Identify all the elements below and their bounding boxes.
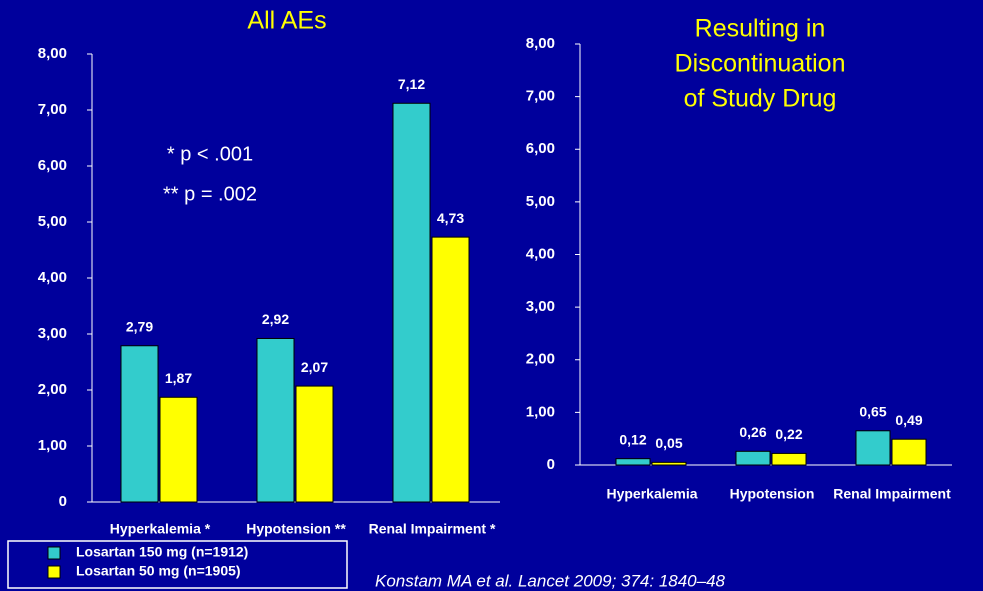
y-tick-label: 8,00 — [526, 35, 555, 52]
annotation: ** p = .002 — [163, 183, 257, 205]
bar — [735, 450, 771, 466]
bar — [615, 458, 651, 466]
bar — [855, 430, 891, 466]
bar — [392, 102, 431, 503]
chart-title: of Study Drug — [684, 85, 837, 113]
bar — [651, 461, 687, 466]
y-tick-label: 3,00 — [526, 298, 555, 315]
bar — [159, 396, 198, 503]
y-tick-label: 1,00 — [38, 437, 67, 454]
x-tick-label: Hypotension ** — [246, 521, 346, 537]
bar — [891, 438, 927, 466]
y-tick-label: 2,00 — [38, 381, 67, 398]
y-tick-label: 0 — [59, 493, 67, 510]
value-label: 2,07 — [301, 359, 328, 375]
chart-title: Discontinuation — [675, 50, 846, 78]
y-tick-label: 4,00 — [38, 269, 67, 286]
value-label: 2,79 — [126, 318, 153, 334]
y-tick-label: 0 — [547, 456, 555, 473]
legend-label: Losartan 50 mg (n=1905) — [76, 563, 241, 579]
bar — [295, 385, 334, 503]
value-label: 4,73 — [437, 210, 464, 226]
bar — [431, 236, 470, 503]
y-tick-label: 8,00 — [38, 45, 67, 62]
bar — [771, 452, 807, 466]
legend-swatch — [47, 546, 61, 560]
value-label: 0,26 — [739, 424, 766, 440]
x-tick-label: Hyperkalemia * — [110, 521, 211, 537]
chart-title: All AEs — [247, 7, 326, 35]
y-tick-label: 7,00 — [38, 101, 67, 118]
value-label: 7,12 — [398, 76, 425, 92]
y-tick-label: 7,00 — [526, 88, 555, 105]
x-tick-label: Renal Impairment * — [369, 521, 496, 537]
y-tick-label: 5,00 — [38, 213, 67, 230]
value-label: 0,49 — [895, 412, 922, 428]
value-label: 2,92 — [262, 311, 289, 327]
y-tick-label: 1,00 — [526, 403, 555, 420]
citation: Konstam MA et al. Lancet 2009; 374: 1840… — [375, 571, 726, 590]
legend-box — [7, 540, 348, 589]
bar — [256, 337, 295, 503]
y-tick-label: 4,00 — [526, 245, 555, 262]
bar — [120, 345, 159, 503]
y-tick-label: 6,00 — [526, 140, 555, 157]
x-tick-label: Hyperkalemia — [606, 486, 697, 502]
y-tick-label: 5,00 — [526, 193, 555, 210]
value-label: 0,05 — [655, 435, 682, 451]
y-tick-label: 6,00 — [38, 157, 67, 174]
chart-title: Resulting in — [695, 15, 826, 43]
legend-label: Losartan 150 mg (n=1912) — [76, 544, 248, 560]
value-label: 0,12 — [619, 431, 646, 447]
x-tick-label: Renal Impairment — [833, 486, 951, 502]
y-tick-label: 2,00 — [526, 351, 555, 368]
y-tick-label: 3,00 — [38, 325, 67, 342]
x-tick-label: Hypotension — [730, 486, 815, 502]
legend-swatch — [47, 565, 61, 579]
value-label: 0,22 — [775, 426, 802, 442]
annotation: * p < .001 — [167, 143, 253, 165]
value-label: 1,87 — [165, 370, 192, 386]
value-label: 0,65 — [859, 403, 886, 419]
